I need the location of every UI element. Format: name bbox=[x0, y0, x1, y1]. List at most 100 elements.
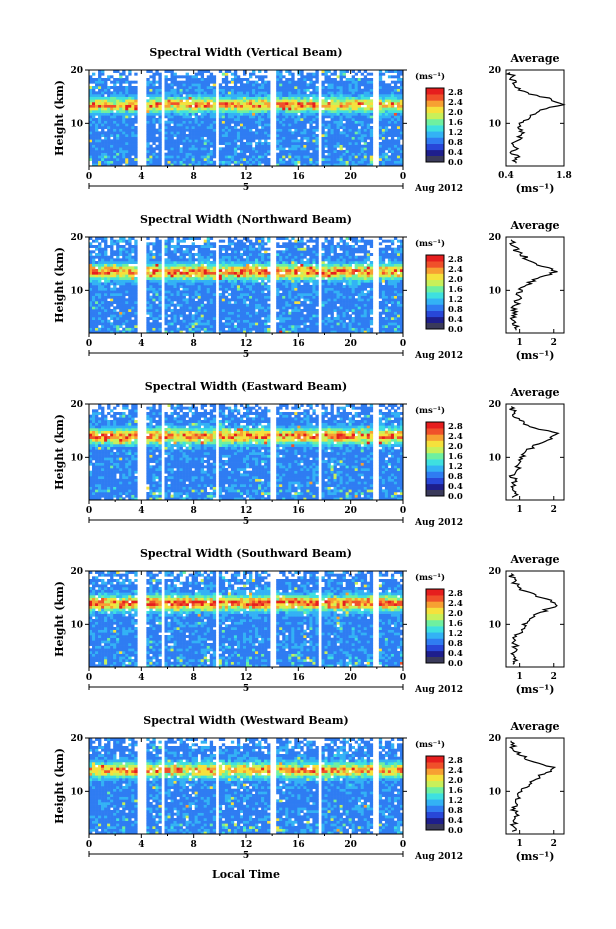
heatmap-cell bbox=[233, 152, 238, 156]
heatmap-cell bbox=[206, 123, 211, 127]
heatmap-cell bbox=[267, 285, 271, 288]
heatmap-cell bbox=[357, 99, 362, 103]
heatmap-cell bbox=[122, 255, 126, 259]
heatmap-cell bbox=[236, 293, 241, 296]
heatmap-cell bbox=[212, 102, 217, 105]
heatmap-cell bbox=[303, 158, 307, 161]
heatmap-cell bbox=[264, 118, 268, 121]
heatmap-cell bbox=[167, 263, 171, 267]
heatmap-cell bbox=[327, 136, 331, 140]
heatmap-cell bbox=[128, 271, 132, 275]
heatmap-cell bbox=[92, 279, 96, 283]
heatmap-cell bbox=[288, 99, 292, 103]
heatmap-cell bbox=[303, 115, 307, 119]
heatmap-cell bbox=[218, 293, 223, 296]
heatmap-cell bbox=[291, 160, 295, 164]
heatmap-cell bbox=[197, 86, 202, 89]
heatmap-cell bbox=[191, 139, 195, 143]
heatmap-cell bbox=[104, 317, 108, 320]
heatmap-cell bbox=[197, 282, 202, 286]
heatmap-cell bbox=[330, 123, 334, 127]
heatmap-cell bbox=[239, 317, 244, 320]
heatmap-cell bbox=[170, 158, 174, 161]
heatmap-cell bbox=[101, 147, 105, 151]
heatmap-cell bbox=[125, 293, 129, 296]
heatmap-cell bbox=[218, 330, 223, 334]
heatmap-cell bbox=[236, 314, 241, 318]
heatmap-cell bbox=[185, 86, 189, 89]
heatmap-cell bbox=[396, 126, 401, 129]
heatmap-cell bbox=[182, 147, 186, 151]
heatmap-cell bbox=[252, 155, 256, 159]
heatmap-cell bbox=[128, 115, 132, 119]
heatmap-cell bbox=[164, 327, 168, 331]
heatmap-cell bbox=[363, 123, 368, 127]
heatmap-cell bbox=[119, 75, 123, 79]
heatmap-cell bbox=[230, 293, 235, 296]
heatmap-cell bbox=[294, 118, 298, 121]
heatmap-cell bbox=[276, 290, 280, 294]
heatmap-cell bbox=[333, 99, 337, 103]
heatmap-cell bbox=[221, 72, 226, 76]
heatmap-cell bbox=[321, 134, 325, 137]
heatmap-cell bbox=[149, 242, 153, 246]
heatmap-cell bbox=[252, 301, 256, 304]
heatmap-cell bbox=[170, 163, 174, 167]
heatmap-cell bbox=[357, 128, 362, 132]
heatmap-cell bbox=[206, 96, 211, 100]
heatmap-cell bbox=[246, 245, 250, 248]
heatmap-cell bbox=[393, 86, 398, 89]
heatmap-cell bbox=[101, 306, 105, 310]
heatmap-cell bbox=[264, 247, 268, 251]
heatmap-cell bbox=[242, 126, 247, 129]
heatmap-cell bbox=[393, 120, 398, 124]
heatmap-cell bbox=[134, 261, 138, 264]
heatmap-cell bbox=[396, 144, 401, 148]
heatmap-cell bbox=[191, 330, 195, 334]
heatmap-cell bbox=[230, 160, 235, 164]
heatmap-cell bbox=[152, 112, 156, 116]
heatmap-cell bbox=[384, 131, 389, 135]
heatmap-cell bbox=[239, 128, 244, 132]
heatmap-cell bbox=[381, 155, 386, 159]
heatmap-cell bbox=[239, 115, 244, 119]
heatmap-cell bbox=[239, 303, 244, 307]
heatmap-cell bbox=[170, 104, 174, 108]
heatmap-cell bbox=[255, 301, 259, 304]
heatmap-cell bbox=[399, 72, 404, 76]
heatmap-cell bbox=[164, 131, 168, 135]
heatmap-cell bbox=[188, 110, 192, 113]
heatmap-cell bbox=[255, 253, 259, 256]
heatmap-cell bbox=[252, 83, 256, 87]
heatmap-cell bbox=[182, 253, 186, 256]
colorbar-tick-label: 2.4 bbox=[448, 98, 463, 108]
heatmap-cell bbox=[330, 126, 334, 129]
heatmap-cell bbox=[218, 123, 223, 127]
heatmap-cell bbox=[227, 285, 232, 288]
heatmap-cell bbox=[360, 91, 365, 95]
heatmap-cell bbox=[233, 94, 238, 97]
heatmap-cell bbox=[288, 96, 292, 100]
heatmap-cell bbox=[92, 258, 96, 262]
heatmap-cell bbox=[92, 263, 96, 267]
heatmap-cell bbox=[92, 118, 96, 121]
heatmap-cell bbox=[387, 96, 392, 100]
heatmap-cell bbox=[179, 293, 183, 296]
heatmap-cell bbox=[104, 88, 108, 92]
heatmap-cell bbox=[197, 139, 202, 143]
heatmap-cell bbox=[264, 309, 268, 312]
heatmap-cell bbox=[95, 163, 99, 167]
heatmap-cell bbox=[155, 96, 159, 100]
heatmap-cell bbox=[312, 83, 316, 87]
heatmap-cell bbox=[276, 306, 280, 310]
heatmap-cell bbox=[101, 287, 105, 291]
heatmap-cell bbox=[279, 120, 283, 124]
heatmap-cell bbox=[396, 155, 401, 159]
heatmap-cell bbox=[252, 72, 256, 76]
heatmap-cell bbox=[95, 158, 99, 161]
heatmap-cell bbox=[188, 261, 192, 264]
heatmap-cell bbox=[396, 152, 401, 156]
heatmap-cell bbox=[366, 120, 371, 124]
heatmap-cell bbox=[261, 253, 265, 256]
heatmap-cell bbox=[233, 72, 238, 76]
